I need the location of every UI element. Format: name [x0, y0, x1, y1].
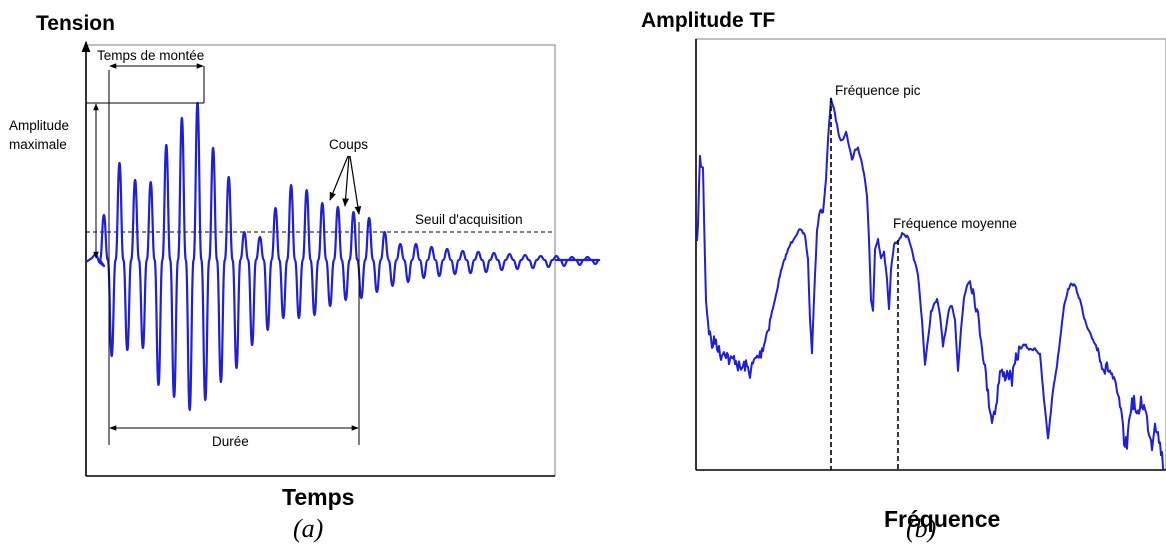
panel-b-y-label: Amplitude TF [641, 9, 775, 32]
max-amplitude-label-1: Amplitude [9, 118, 69, 133]
panel-b-x-label: Fréquence [884, 506, 1000, 532]
threshold-label: Seuil d'acquisition [415, 212, 523, 227]
counts-arrow-2 [342, 155, 350, 207]
panel-b: Fréquence pic Fréquence moyenne Amplitud… [641, 9, 1166, 543]
counts-arrow-3 [349, 155, 362, 215]
max-amplitude-label-2: maximale [9, 137, 67, 152]
rise-time-label: Temps de montée [97, 48, 204, 63]
duration-label: Durée [212, 434, 249, 449]
counts-label: Coups [329, 137, 368, 152]
mean-frequency-label: Fréquence moyenne [893, 216, 1017, 231]
panel-a-x-label: Temps [282, 484, 354, 510]
panel-a-y-label: Tension [36, 12, 115, 35]
panel-a-caption: (a) [293, 514, 323, 543]
panel-a-frame [85, 44, 556, 477]
peak-frequency-label: Fréquence pic [835, 83, 921, 98]
panel-b-frame [695, 38, 1166, 471]
spectrum-curve [696, 97, 1165, 471]
panel-b-caption: (b) [906, 514, 936, 543]
panel-a: Temps de montée Amplitude maximale Coups… [9, 12, 601, 543]
signal-waveform [85, 101, 601, 412]
counts-arrow-1 [329, 155, 349, 201]
